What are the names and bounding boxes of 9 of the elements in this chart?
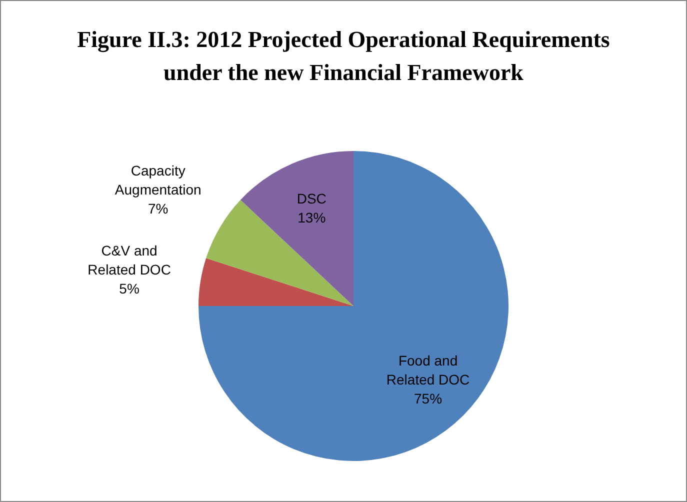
- slice-label: Food and Related DOC: [386, 352, 470, 388]
- data-label: 7%: [148, 200, 168, 216]
- data-label: 75%: [414, 390, 442, 406]
- data-label: 13%: [298, 210, 326, 226]
- slice-label: C&V and Related DOC: [88, 242, 171, 278]
- slice-label: DSC: [296, 190, 326, 207]
- chart-title: Figure II.3: 2012 Projected Operational Requirements under the new Financial Framework: [76, 26, 611, 87]
- data-label: 5%: [119, 280, 140, 296]
- slice-label: Capacity Augmentation: [114, 162, 202, 198]
